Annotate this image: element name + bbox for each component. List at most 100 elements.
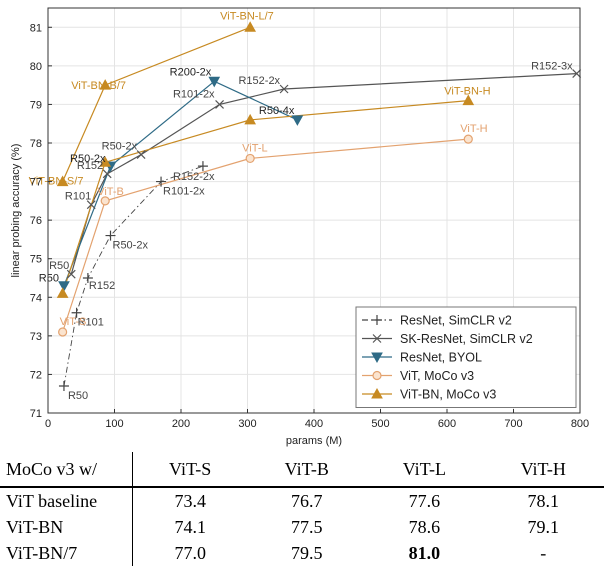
legend-marker (372, 334, 382, 343)
axes: 0 100 200 300 400 500 600 700 800 71 72 73 74 75 76 77 7… (10, 7, 589, 447)
y-tick-label: 72 (30, 369, 42, 381)
point-label: R50-2x (102, 141, 138, 153)
data-point (82, 273, 93, 283)
table-row: ViT-BN 74.1 77.5 78.6 79.1 (0, 514, 604, 540)
data-point (66, 269, 76, 279)
table-cell-best: 81.0 (408, 542, 441, 563)
table-cell: 77.5 (291, 516, 323, 537)
table-cell: 77.0 (174, 542, 206, 563)
data-point (105, 230, 116, 241)
point-label: R152 (77, 160, 103, 172)
point-label: R50 (49, 260, 69, 272)
legend: ResNet, SimCLR v2 SK-ResNet, SimCLR v2 Res… (355, 306, 577, 408)
series-line (63, 80, 298, 286)
point-label: ViT-B (97, 186, 124, 198)
point-labels: R50R101R152R50-2xR101-2xR152-2xR50R101R1… (29, 10, 574, 402)
table-header-cell: MoCo v3 w/ (0, 452, 133, 488)
legend-label: ViT, MoCo v3 (400, 369, 474, 383)
table-cell: 79.1 (527, 516, 559, 537)
table-header-row: MoCo v3 w/ ViT-S ViT-B ViT-L ViT-H (0, 452, 604, 488)
point-label: R101 (78, 317, 104, 329)
point-label: R50-2x (70, 153, 106, 165)
point-label: R50 (39, 273, 59, 285)
y-tick-label: 78 (30, 138, 42, 150)
data-point (99, 79, 112, 90)
legend-label: ViT-BN, MoCo v3 (400, 388, 496, 402)
point-label: R50-2x (113, 240, 149, 252)
table-cell: 74.1 (174, 516, 206, 537)
table-header-cell: ViT-H (482, 452, 604, 488)
point-label: R152 (89, 280, 115, 292)
grid (47, 8, 581, 414)
series-markers (56, 21, 582, 391)
data-point (197, 161, 208, 172)
table-cell: 76.7 (291, 490, 323, 511)
table-cell: - (540, 542, 547, 563)
point-label: R200-2x (170, 66, 212, 78)
point-label: R101-2x (173, 88, 215, 100)
series-line (62, 100, 469, 294)
point-label: R101-2x (163, 186, 205, 198)
legend-label: ResNet, BYOL (400, 351, 482, 365)
point-label: ViT-BN-H (444, 86, 490, 98)
legend-marker (371, 387, 383, 399)
y-tick-label: 71 (30, 408, 42, 420)
point-label: R101 (65, 191, 91, 203)
table-cell: 78.6 (408, 516, 441, 537)
table-header-cell: ViT-L (366, 452, 483, 488)
data-point (244, 21, 257, 32)
data-point (56, 287, 69, 298)
y-tick-label: 80 (30, 61, 42, 73)
legend-label: SK-ResNet, SimCLR v2 (400, 332, 533, 346)
data-point (156, 176, 167, 187)
data-point (462, 94, 475, 106)
data-point (58, 281, 70, 292)
data-point (208, 76, 221, 88)
legend-marker (372, 370, 382, 381)
data-point (71, 307, 82, 318)
results-table: MoCo v3 w/ ViT-S ViT-B ViT-L ViT-H ViT b… (0, 452, 604, 566)
point-label: ViT-BN-L/7 (220, 10, 274, 22)
point-label: R50 (68, 390, 88, 402)
data-point (245, 153, 255, 164)
data-point (463, 134, 473, 144)
legend-label: ResNet, SimCLR v2 (400, 314, 512, 328)
table-row-name: ViT baseline (0, 487, 133, 514)
point-label: ViT-BN-B/7 (71, 80, 126, 92)
data-point (572, 69, 582, 78)
point-label: R50-4x (259, 105, 295, 117)
x-tick-label: 100 (105, 418, 123, 430)
x-axis-title: params (M) (286, 435, 342, 447)
table-cell: 79.5 (291, 542, 323, 563)
data-point (58, 381, 69, 391)
x-tick-label: 600 (438, 418, 456, 430)
series-line (62, 138, 469, 333)
data-point (215, 100, 224, 109)
y-tick-label: 75 (30, 254, 42, 266)
data-point (291, 115, 304, 126)
table-header-cell: ViT-S (132, 452, 248, 488)
x-tick-label: 700 (504, 418, 522, 430)
table-row: ViT-BN/7 77.0 79.5 81.0 - (0, 540, 604, 566)
y-tick-label: 81 (30, 22, 42, 34)
x-tick-label: 200 (172, 418, 190, 430)
data-point (100, 196, 110, 206)
y-axis-title: linear probing accuracy (%) (10, 144, 22, 278)
legend-marker (372, 315, 382, 325)
data-point (56, 175, 69, 187)
y-tick-label: 79 (30, 99, 42, 111)
data-point (99, 156, 112, 167)
point-label: ViT-L (242, 142, 267, 154)
y-tick-label: 76 (30, 215, 42, 227)
legend-marker (371, 352, 383, 364)
point-label: ViT-H (460, 123, 487, 135)
table-cell: 78.1 (527, 490, 559, 511)
data-point (136, 150, 146, 159)
table-cell: 77.6 (408, 490, 441, 511)
y-tick-label: 74 (30, 292, 42, 304)
table-row-name: ViT-BN/7 (0, 540, 133, 566)
point-label: ViT-BN-S/7 (29, 176, 84, 188)
table-row-name: ViT-BN (0, 514, 133, 540)
y-tick-label: 77 (30, 177, 42, 189)
point-label: ViT-S (60, 316, 87, 328)
